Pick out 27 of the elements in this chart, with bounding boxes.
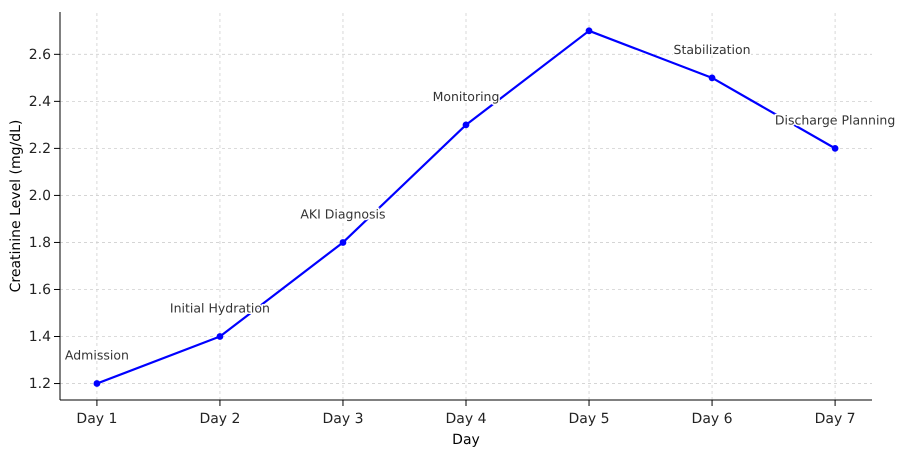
x-tick-label: Day 5 bbox=[568, 411, 610, 427]
y-tick-label: 2.0 bbox=[28, 188, 51, 204]
y-tick-label: 1.4 bbox=[28, 328, 52, 345]
y-axis-title: Creatinine Level (mg/dL) bbox=[8, 120, 24, 292]
point bbox=[340, 239, 346, 246]
point bbox=[216, 333, 224, 340]
y-tick-label: 2.4 bbox=[28, 94, 52, 110]
x-tick-label: Day 2 bbox=[199, 411, 240, 427]
x-tick-label: Day 7 bbox=[814, 411, 856, 427]
point bbox=[462, 121, 470, 128]
annotation: Admission bbox=[64, 348, 129, 363]
y-tick-label: 1.6 bbox=[28, 282, 52, 298]
y-tick-label: 1.2 bbox=[28, 376, 51, 392]
x-tick-label: Day 1 bbox=[76, 411, 118, 427]
point bbox=[586, 27, 592, 34]
point bbox=[832, 145, 838, 152]
annotation: Monitoring bbox=[432, 88, 500, 104]
y-tick-label: 1.8 bbox=[28, 234, 51, 251]
x-tick-label: Day 3 bbox=[322, 411, 364, 427]
y-tick-label: 2.6 bbox=[28, 46, 52, 63]
x-axis-title: Day bbox=[452, 432, 480, 448]
annotation: Stabilization bbox=[674, 42, 751, 57]
point bbox=[94, 380, 100, 387]
point bbox=[708, 74, 716, 82]
y-tick-label: 2.2 bbox=[28, 140, 51, 157]
x-tick-label: Day 4 bbox=[445, 411, 487, 427]
x-tick-label: Day 6 bbox=[692, 411, 733, 427]
